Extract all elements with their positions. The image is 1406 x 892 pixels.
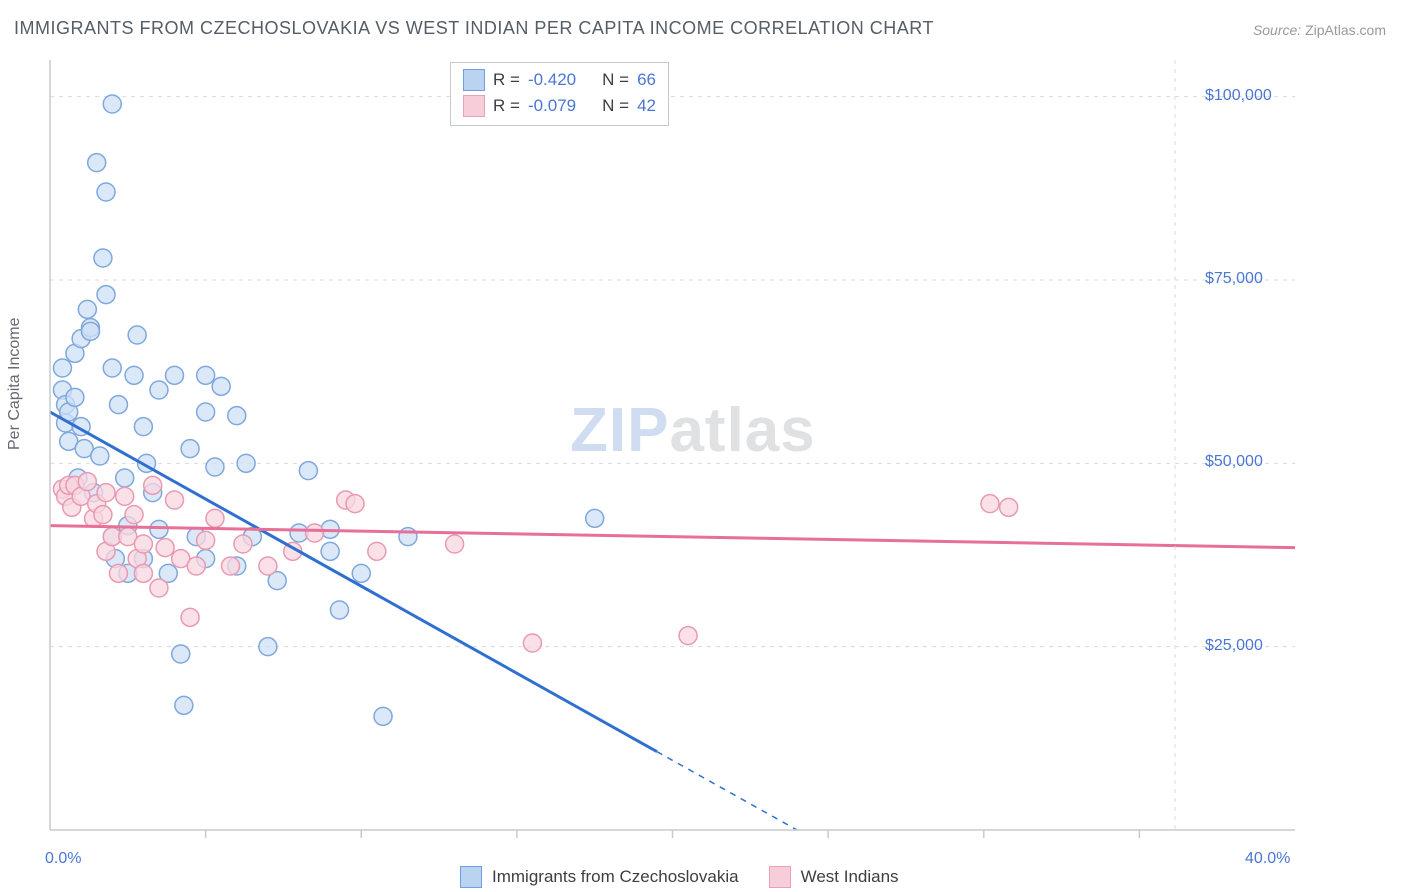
r-label: R =	[493, 67, 520, 93]
n-value-westindian: 42	[637, 93, 656, 119]
n-label: N =	[602, 93, 629, 119]
y-tick-label: $100,000	[1205, 87, 1272, 105]
legend-item-westindian: West Indians	[769, 866, 899, 888]
stats-row-czech: R = -0.420 N = 66	[463, 67, 656, 93]
legend-label-westindian: West Indians	[801, 867, 899, 887]
r-value-westindian: -0.079	[528, 93, 576, 119]
y-tick-label: $50,000	[1205, 453, 1263, 471]
stats-legend: R = -0.420 N = 66 R = -0.079 N = 42	[450, 62, 669, 126]
legend-label-czech: Immigrants from Czechoslovakia	[492, 867, 739, 887]
series-legend: Immigrants from Czechoslovakia West Indi…	[460, 866, 899, 888]
scatter-plot	[0, 0, 1406, 892]
y-tick-label: $25,000	[1205, 637, 1263, 655]
y-tick-label: $75,000	[1205, 270, 1263, 288]
legend-item-czech: Immigrants from Czechoslovakia	[460, 866, 739, 888]
r-label: R =	[493, 93, 520, 119]
swatch-czech-icon	[463, 69, 485, 91]
x-start-label: 0.0%	[45, 850, 81, 868]
swatch-czech-icon	[460, 866, 482, 888]
n-value-czech: 66	[637, 67, 656, 93]
r-value-czech: -0.420	[528, 67, 576, 93]
swatch-westindian-icon	[769, 866, 791, 888]
stats-row-westindian: R = -0.079 N = 42	[463, 93, 656, 119]
x-end-label: 40.0%	[1245, 850, 1290, 868]
swatch-westindian-icon	[463, 95, 485, 117]
n-label: N =	[602, 67, 629, 93]
